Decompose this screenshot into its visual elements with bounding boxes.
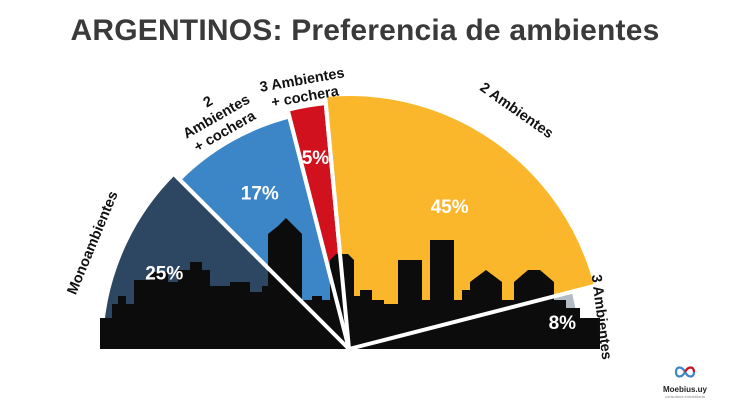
infinity-logo-icon <box>674 366 696 378</box>
slice-percent-label: 8% <box>549 313 577 334</box>
slice-percent-label: 5% <box>302 148 330 169</box>
slice-separator <box>348 281 604 351</box>
logo-text: Moebius.uy <box>662 385 707 394</box>
slice-percent-label: 45% <box>431 197 469 218</box>
slice-category-label: 2 Ambientes <box>477 80 556 142</box>
moebius-logo: Moebius.uy consultora inmobiliaria <box>654 365 716 399</box>
chart-title: ARGENTINOS: Preferencia de ambientes <box>70 14 660 47</box>
slice-separator <box>322 87 351 350</box>
slice-percent-label: 17% <box>241 184 279 205</box>
logo-subtext: consultora inmobiliaria <box>665 394 705 399</box>
slice-separator <box>281 94 351 350</box>
slice-separator <box>162 162 351 351</box>
slice-2-ambientes-cochera <box>176 114 353 356</box>
slice-percent-label: 25% <box>145 263 183 284</box>
